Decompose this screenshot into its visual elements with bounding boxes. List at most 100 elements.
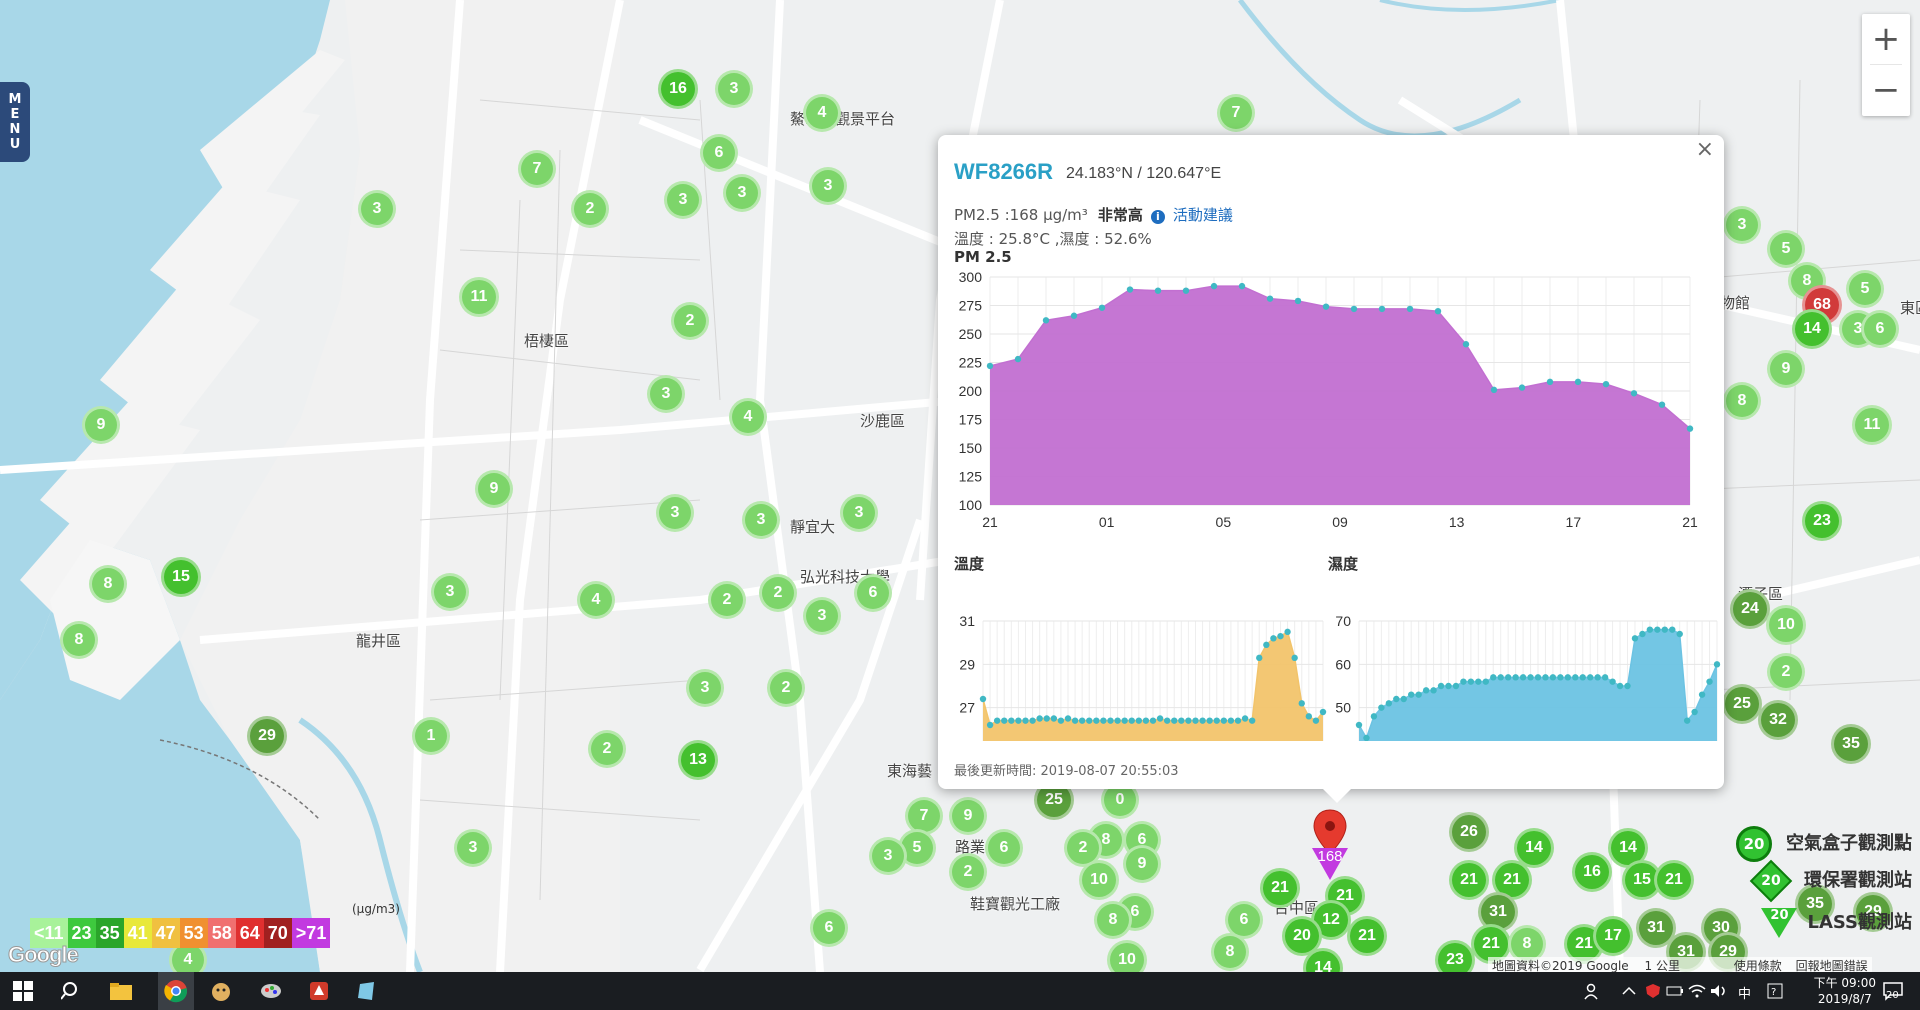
station-cluster[interactable]: 26 xyxy=(1449,812,1489,852)
station-cluster[interactable]: 2 xyxy=(1767,653,1805,691)
station-cluster[interactable]: 21 xyxy=(1260,868,1300,908)
app-paint-icon[interactable] xyxy=(258,978,284,1004)
search-icon[interactable] xyxy=(58,978,84,1004)
station-cluster[interactable]: 3 xyxy=(715,70,753,108)
station-cluster[interactable]: 9 xyxy=(475,470,513,508)
station-cluster[interactable]: 8 xyxy=(1094,901,1132,939)
station-cluster[interactable]: 3 xyxy=(686,669,724,707)
station-cluster[interactable]: 2 xyxy=(759,574,797,612)
station-cluster[interactable]: 13 xyxy=(678,740,718,780)
zoom-in-button[interactable]: + xyxy=(1871,19,1901,59)
app-red-icon[interactable] xyxy=(306,978,332,1004)
station-type-airbox[interactable]: 20 空氣盒子觀測點 xyxy=(1736,826,1912,862)
station-cluster[interactable]: 23 xyxy=(1435,940,1475,972)
chrome-icon[interactable] xyxy=(158,972,194,1010)
app-fox-icon[interactable] xyxy=(208,978,234,1004)
station-cluster[interactable]: 3 xyxy=(431,573,469,611)
station-cluster[interactable]: 3 xyxy=(1723,206,1761,244)
station-cluster[interactable]: 3 xyxy=(664,181,702,219)
station-cluster[interactable]: 1 xyxy=(412,717,450,755)
station-cluster[interactable]: 10 xyxy=(1766,605,1806,645)
station-cluster[interactable]: 7 xyxy=(518,150,556,188)
station-cluster[interactable]: 5 xyxy=(1767,230,1805,268)
station-cluster[interactable]: 2 xyxy=(1064,829,1102,867)
chevron-up-icon[interactable] xyxy=(1616,978,1642,1004)
station-cluster[interactable]: 2 xyxy=(571,190,609,228)
info-icon[interactable]: i xyxy=(1150,210,1165,224)
station-cluster[interactable]: 25 xyxy=(1722,684,1762,724)
station-cluster[interactable]: 14 xyxy=(1792,309,1832,349)
station-cluster[interactable]: 10 xyxy=(1107,940,1147,972)
station-cluster[interactable]: 21 xyxy=(1347,916,1387,956)
station-cluster[interactable]: 29 xyxy=(247,716,287,756)
station-cluster[interactable]: 3 xyxy=(742,501,780,539)
map-canvas[interactable] xyxy=(0,0,1920,972)
station-cluster[interactable]: 8 xyxy=(89,565,127,603)
activity-advice-link[interactable]: 活動建議 xyxy=(1172,206,1233,224)
station-cluster[interactable]: 4 xyxy=(729,398,767,436)
station-cluster[interactable]: 9 xyxy=(1123,845,1161,883)
station-cluster[interactable]: 21 xyxy=(1654,860,1694,900)
station-cluster[interactable]: 3 xyxy=(869,837,907,875)
notification-icon[interactable] xyxy=(1880,978,1906,1004)
station-cluster[interactable]: 9 xyxy=(949,797,987,835)
station-cluster[interactable]: 29 xyxy=(1853,892,1893,932)
station-type-epa[interactable]: 20 環保署觀測站 xyxy=(1749,859,1912,903)
station-cluster[interactable]: 4 xyxy=(803,94,841,132)
station-cluster[interactable]: 14 xyxy=(1303,948,1343,972)
app-notes-icon[interactable] xyxy=(354,978,380,1004)
station-cluster[interactable]: 35 xyxy=(1795,884,1835,924)
station-cluster[interactable]: 9 xyxy=(1767,350,1805,388)
station-cluster[interactable]: 11 xyxy=(1852,405,1892,445)
file-explorer-icon[interactable] xyxy=(108,978,134,1004)
station-cluster[interactable]: 2 xyxy=(588,730,626,768)
station-cluster[interactable]: 8 xyxy=(1211,933,1249,971)
station-cluster[interactable]: 2 xyxy=(949,853,987,891)
report-error-link[interactable]: 回報地圖錯誤 xyxy=(1795,959,1868,972)
station-cluster[interactable]: 6 xyxy=(700,134,738,172)
volume-icon[interactable] xyxy=(1706,978,1732,1004)
people-icon[interactable] xyxy=(1580,978,1606,1004)
station-cluster[interactable]: 6 xyxy=(985,829,1023,867)
station-cluster[interactable]: 3 xyxy=(809,167,847,205)
station-cluster[interactable]: 68 xyxy=(1802,285,1842,325)
battery-icon[interactable] xyxy=(1662,978,1688,1004)
station-cluster[interactable]: 6 xyxy=(854,574,892,612)
station-cluster[interactable]: 3 xyxy=(358,190,396,228)
station-cluster[interactable]: 24 xyxy=(1730,589,1770,629)
input-language[interactable]: 中 xyxy=(1738,987,1752,1002)
station-cluster[interactable]: 17 xyxy=(1593,916,1633,956)
station-cluster[interactable]: 23 xyxy=(1802,501,1842,541)
station-cluster[interactable]: 14 xyxy=(1514,828,1554,868)
station-cluster[interactable]: 11 xyxy=(459,277,499,317)
station-cluster[interactable]: 16 xyxy=(658,69,698,109)
zoom-out-button[interactable]: − xyxy=(1871,70,1901,110)
station-cluster[interactable]: 15 xyxy=(161,557,201,597)
station-cluster[interactable]: 20 xyxy=(1282,916,1322,956)
station-type-lass[interactable]: 20 LASS觀測站 xyxy=(1761,908,1912,938)
station-cluster[interactable]: 6 xyxy=(810,909,848,947)
station-cluster[interactable]: 32 xyxy=(1758,700,1798,740)
station-cluster[interactable]: 5 xyxy=(1846,270,1884,308)
station-cluster[interactable]: 3 xyxy=(723,174,761,212)
station-cluster[interactable]: 9 xyxy=(82,406,120,444)
windows-start-icon[interactable] xyxy=(10,978,36,1004)
map[interactable]: 梧棲區沙鹿區龍井區靜宜大弘光科技大學東海藝鰲峰山觀景平台鞋寶觀光工廠台中區潭子區… xyxy=(0,0,1920,972)
station-cluster[interactable]: 10 xyxy=(1079,860,1119,900)
station-cluster[interactable]: 21 xyxy=(1449,860,1489,900)
station-cluster[interactable]: 3 xyxy=(656,494,694,532)
station-cluster[interactable]: 2 xyxy=(708,581,746,619)
wifi-icon[interactable] xyxy=(1684,978,1710,1004)
station-cluster[interactable]: 6 xyxy=(1225,901,1263,939)
station-cluster[interactable]: 7 xyxy=(1217,94,1255,132)
station-cluster[interactable]: 8 xyxy=(60,621,98,659)
station-cluster[interactable]: 4 xyxy=(577,581,615,619)
terms-link[interactable]: 使用條款 xyxy=(1733,959,1782,972)
station-cluster[interactable]: 35 xyxy=(1831,724,1871,764)
station-marker-icon[interactable] xyxy=(1310,808,1350,884)
shield-icon[interactable] xyxy=(1640,978,1666,1004)
station-cluster[interactable]: 6 xyxy=(1861,310,1899,348)
station-cluster[interactable]: 3 xyxy=(840,494,878,532)
clock[interactable]: 下午 09:00 2019/8/7 xyxy=(1814,975,1876,1007)
